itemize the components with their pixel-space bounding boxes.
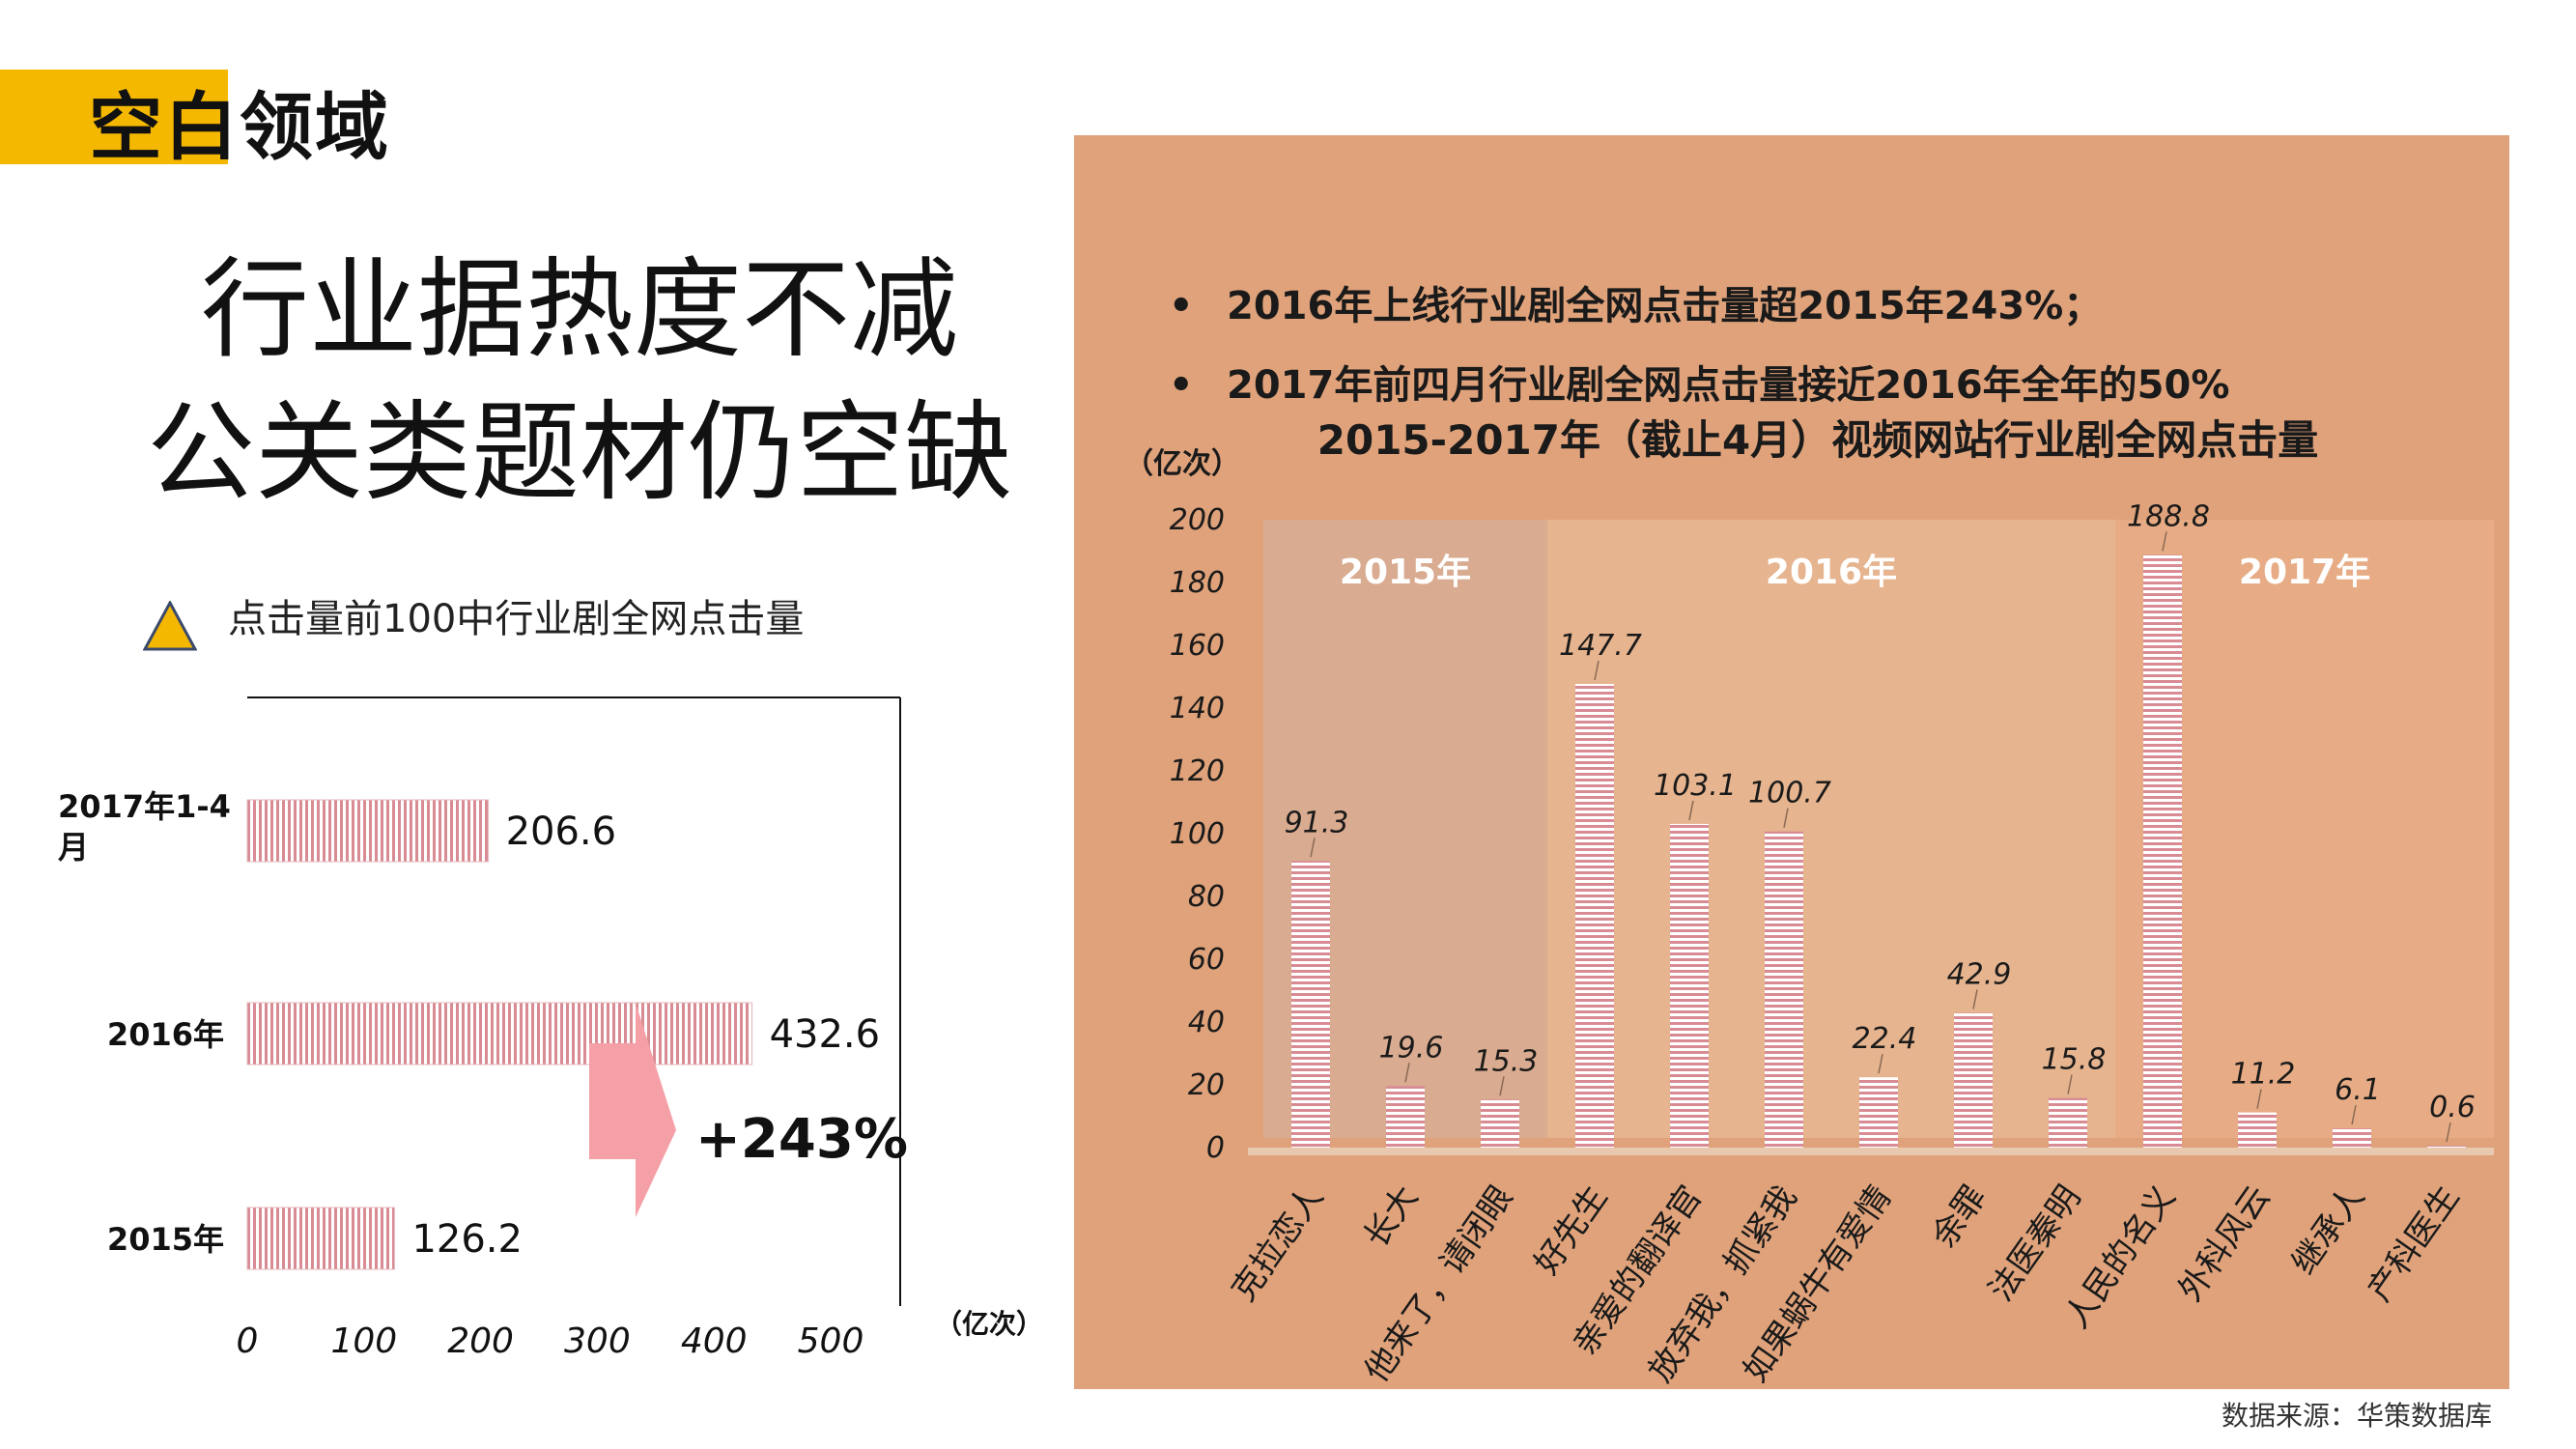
left-category-label: 2015年: [107, 1221, 224, 1258]
right-leader-line: [1783, 808, 1789, 828]
right-bar: [1386, 1086, 1425, 1148]
right-y-tick: 180: [1170, 566, 1225, 600]
left-category-label: 2016年: [107, 1016, 224, 1053]
right-value-label: 42.9: [1947, 958, 2012, 992]
right-value-label: 15.3: [1474, 1044, 1539, 1078]
right-value-label: 100.7: [1748, 777, 1831, 810]
right-leader-line: [1404, 1063, 1410, 1083]
right-leader-line: [2256, 1089, 2262, 1109]
left-x-tick: 0: [237, 1321, 259, 1361]
left-chart-subtitle: 点击量前100中行业剧全网点击量: [228, 597, 805, 641]
bullet-text-2: 2017年前四月行业剧全网点击量接近2016年全年的50%: [1227, 363, 2230, 408]
header-accent-bar: [0, 70, 228, 164]
right-category-label: 余罪: [1925, 1179, 1995, 1255]
left-x-tick: 500: [798, 1321, 864, 1361]
right-leader-line: [1688, 800, 1694, 821]
right-y-tick: 120: [1170, 754, 1225, 788]
headline-line-1: 行业据热度不减: [201, 247, 958, 373]
year-band-label: 2015年: [1340, 553, 1471, 592]
left-x-tick: 100: [330, 1321, 397, 1361]
right-value-label: 188.8: [2127, 499, 2210, 533]
right-bar: [1859, 1077, 1898, 1148]
right-value-label: 6.1: [2335, 1073, 2381, 1107]
growth-label: +243%: [695, 1108, 908, 1171]
right-leader-line: [1499, 1076, 1505, 1096]
left-bar-value: 432.6: [770, 1012, 881, 1057]
right-bar: [1670, 823, 1709, 1148]
right-category-label: 外科风云: [2171, 1179, 2279, 1308]
left-bar: [246, 799, 490, 863]
right-leader-line: [2351, 1105, 2357, 1125]
right-leader-line: [2446, 1122, 2451, 1143]
right-leader-line: [2162, 531, 2167, 552]
right-y-tick: 40: [1188, 1006, 1225, 1039]
right-bar-chart: 2015年 2016年 2017年 0 20 40 60 80 100 120 140 160 180…: [1124, 416, 2494, 1389]
right-bar: [2143, 554, 2182, 1148]
left-x-tick: 300: [564, 1321, 631, 1361]
left-category-label-cont: 月: [58, 829, 89, 866]
right-category-label: 长大: [1357, 1179, 1427, 1255]
year-band-label: 2016年: [1766, 553, 1897, 592]
right-leader-line: [1594, 660, 1599, 681]
right-y-tick: 160: [1170, 629, 1225, 663]
left-bar: [246, 1002, 753, 1065]
right-leader-line: [2067, 1074, 2073, 1094]
right-y-tick: 20: [1188, 1068, 1225, 1102]
right-value-label: 22.4: [1853, 1022, 1917, 1056]
right-y-tick: 80: [1188, 880, 1225, 914]
right-bar: [2427, 1146, 2466, 1148]
triangle-icon: [143, 601, 197, 651]
year-band-label: 2017年: [2239, 553, 2370, 592]
left-x-tick: 200: [447, 1321, 514, 1361]
headline-line-2: 公关类题材仍空缺: [147, 390, 1012, 516]
source-note: 数据来源：华策数据库: [2222, 1400, 2493, 1432]
right-y-tick: 200: [1170, 503, 1225, 537]
right-value-label: 19.6: [1379, 1031, 1444, 1065]
bullet-text-1: 2016年上线行业剧全网点击量超2015年243%；: [1227, 284, 2103, 328]
right-category-label: 好先生: [1527, 1179, 1615, 1281]
header-title: 空白领域: [89, 84, 390, 170]
right-value-label: 147.7: [1559, 629, 1642, 663]
right-value-label: 15.8: [2042, 1043, 2107, 1077]
right-y-tick: 60: [1188, 943, 1225, 977]
right-bar: [2238, 1112, 2277, 1148]
right-bar: [1291, 861, 1330, 1148]
left-bar: [246, 1207, 395, 1270]
right-value-label: 91.3: [1285, 806, 1349, 839]
right-value-label: 11.2: [2231, 1058, 2296, 1092]
bullet-item-1: • 2016年上线行业剧全网点击量超2015年243%；: [1169, 284, 2103, 328]
right-category-label: 产科医生: [2361, 1179, 2468, 1308]
right-bar: [1481, 1099, 1519, 1148]
right-leader-line: [1972, 989, 1978, 1009]
right-y-tick: 140: [1170, 692, 1225, 725]
right-bar: [2333, 1128, 2371, 1148]
right-y-tick: 0: [1206, 1131, 1225, 1165]
right-value-label: 0.6: [2429, 1091, 2476, 1124]
right-bar: [1765, 831, 1803, 1148]
left-x-tick: 400: [681, 1321, 748, 1361]
bullet-item-2: • 2017年前四月行业剧全网点击量接近2016年全年的50%: [1169, 363, 2230, 408]
right-leader-line: [1878, 1054, 1883, 1074]
right-category-label: 法医秦明: [1982, 1179, 2089, 1308]
left-category-label: 2017年1-4: [58, 788, 231, 825]
year-band: [1547, 520, 2115, 1138]
right-leader-line: [1310, 838, 1316, 858]
left-bar-value: 126.2: [411, 1217, 523, 1262]
right-chart-title: 2015-2017年（截止4月）视频网站行业剧全网点击量: [1317, 416, 2318, 464]
right-y-unit: （亿次）: [1124, 447, 1240, 481]
growth-arrow: [589, 1003, 676, 1217]
left-bar-chart: 206.6 432.6 126.2 0 100 200 300 400 500 （亿次） 201…: [58, 696, 1043, 1361]
right-value-label: 103.1: [1654, 769, 1737, 803]
right-category-label: 继承人: [2284, 1179, 2372, 1281]
left-bar-value: 206.6: [506, 810, 617, 854]
left-x-unit: （亿次）: [935, 1308, 1043, 1340]
right-y-tick: 100: [1170, 817, 1225, 851]
right-bar: [1575, 683, 1614, 1148]
right-bar: [1954, 1012, 1993, 1148]
right-category-label: 克拉恋人: [1225, 1179, 1332, 1308]
right-bar: [2049, 1097, 2087, 1148]
